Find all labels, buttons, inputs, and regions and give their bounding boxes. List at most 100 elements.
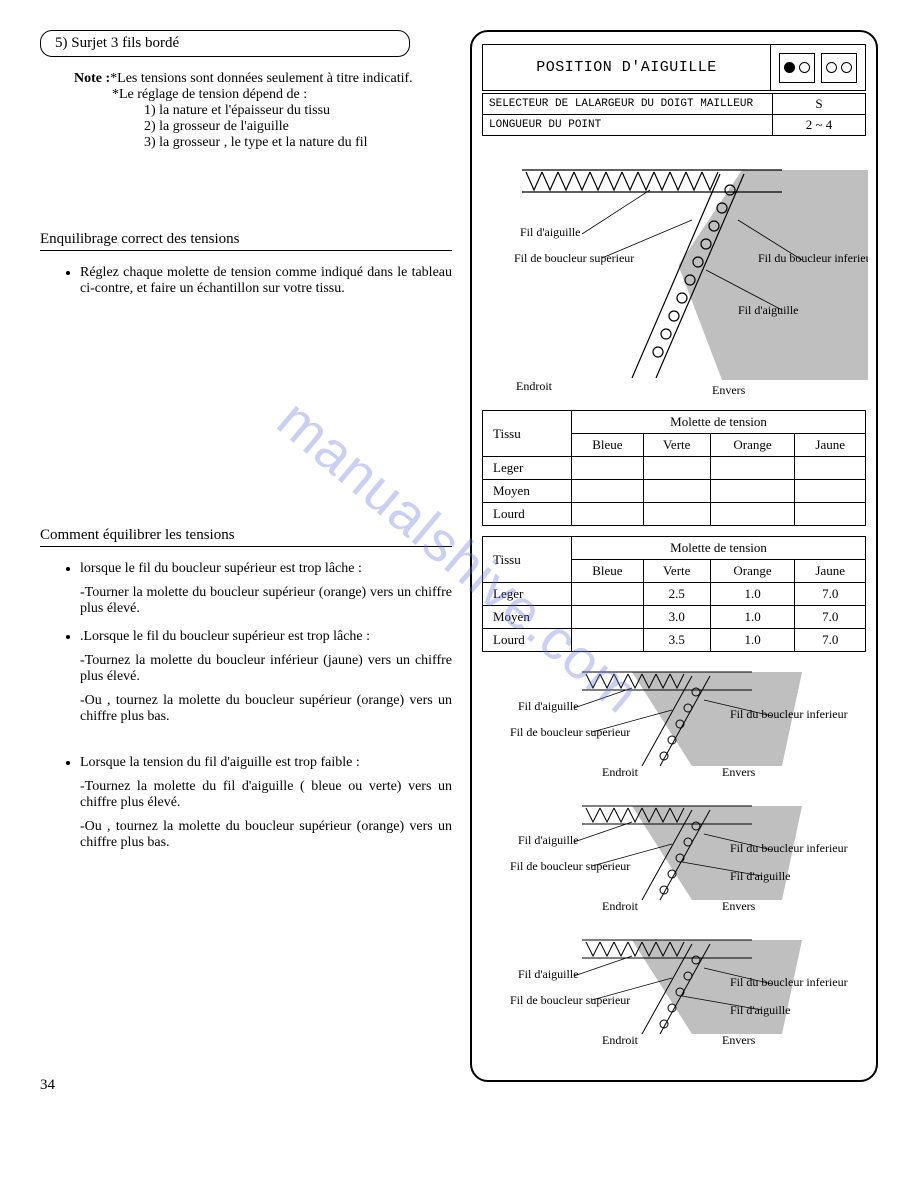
col-group: Molette de tension — [572, 537, 866, 560]
needle-dot-empty-icon — [841, 62, 852, 73]
cell — [643, 503, 710, 526]
position-title: POSITION D'AIGUILLE — [483, 45, 771, 90]
row-label: Leger — [483, 457, 572, 480]
note-item: 1) la nature et l'épaisseur du tissu — [144, 103, 452, 119]
col-tissu: Tissu — [483, 411, 572, 457]
note-line1: *Les tensions sont données seulement à t… — [110, 71, 412, 86]
howto-sub: -Tournez la molette du fil d'aiguille ( … — [80, 779, 452, 811]
cell — [572, 606, 644, 629]
cell — [710, 480, 795, 503]
stitch-diagram-main: Fil d'aiguille Fil de boucleur superieur… — [482, 150, 866, 400]
svg-text:Fil d'aiguille: Fil d'aiguille — [730, 1003, 791, 1017]
spec-value: 2 ~ 4 — [773, 115, 866, 136]
table-row: LONGUEUR DU POINT 2 ~ 4 — [483, 115, 866, 136]
col-header: Verte — [643, 560, 710, 583]
table-row: Lourd — [483, 503, 866, 526]
cell: 3.0 — [643, 606, 710, 629]
note-block: Note :*Les tensions sont données seuleme… — [74, 71, 452, 151]
svg-text:Fil du boucleur inferieur: Fil du boucleur inferieur — [730, 707, 848, 721]
howto-sub: -Tourner la molette du boucleur supérieu… — [80, 585, 452, 617]
stitch-diagram-small-1: Fil d'aiguille Fil de boucleur superieur… — [482, 666, 866, 786]
stitch-diagram-small-3: Fil d'aiguille Fil de boucleur superieur… — [482, 934, 866, 1054]
col-header: Bleue — [572, 434, 644, 457]
cell — [795, 503, 866, 526]
spec-label: SELECTEUR DE LALARGEUR DU DOIGT MAILLEUR — [483, 94, 773, 115]
col-header: Verte — [643, 434, 710, 457]
right-column: POSITION D'AIGUILLE SELECTEUR DE LALARGE… — [470, 30, 878, 1082]
left-column: 5) Surjet 3 fils bordé Note :*Les tensio… — [40, 30, 452, 1082]
svg-text:Envers: Envers — [722, 1033, 756, 1047]
table-row: Tissu Molette de tension — [483, 537, 866, 560]
cell: 1.0 — [710, 583, 795, 606]
svg-text:Endroit: Endroit — [602, 1033, 639, 1047]
cell — [795, 457, 866, 480]
note-label: Note : — [74, 71, 110, 86]
section-title: Surjet 3 fils bordé — [71, 35, 179, 51]
needle-dot-empty-icon — [799, 62, 810, 73]
cell — [572, 503, 644, 526]
section-number: 5) — [55, 35, 68, 51]
svg-text:Envers: Envers — [722, 765, 756, 779]
svg-text:Fil d'aiguille: Fil d'aiguille — [518, 967, 579, 981]
howto-sub: -Ou , tournez la molette du boucleur sup… — [80, 693, 452, 725]
howto-bullet: lorsque le fil du boucleur supérieur est… — [80, 561, 452, 617]
row-label: Moyen — [483, 606, 572, 629]
svg-text:Fil de boucleur superieur: Fil de boucleur superieur — [510, 725, 630, 739]
howto-sub: -Tournez la molette du boucleur inférieu… — [80, 653, 452, 685]
cell — [643, 480, 710, 503]
page-number: 34 — [40, 1077, 55, 1094]
balance-bullet: Réglez chaque molette de tension comme i… — [80, 265, 452, 297]
svg-text:Fil du boucleur inferieur: Fil du boucleur inferieur — [730, 975, 848, 989]
table-row: Leger2.51.07.0 — [483, 583, 866, 606]
row-label: Lourd — [483, 629, 572, 652]
col-header: Jaune — [795, 434, 866, 457]
col-header: Bleue — [572, 560, 644, 583]
table-row: Moyen3.01.07.0 — [483, 606, 866, 629]
col-header: Jaune — [795, 560, 866, 583]
cell — [572, 583, 644, 606]
needle-option-1 — [779, 53, 815, 83]
cell — [710, 503, 795, 526]
spec-value: S — [773, 94, 866, 115]
howto-bullet: .Lorsque le fil du boucleur supérieur es… — [80, 629, 452, 725]
cell — [795, 480, 866, 503]
tension-table-2: Tissu Molette de tension Bleue Verte Ora… — [482, 536, 866, 652]
page: 5) Surjet 3 fils bordé Note :*Les tensio… — [40, 30, 878, 1082]
howto-bullet: Lorsque la tension du fil d'aiguille est… — [80, 755, 452, 851]
svg-text:Envers: Envers — [722, 899, 756, 913]
diagram-label: Fil de boucleur superieur — [514, 251, 634, 265]
table-row: SELECTEUR DE LALARGEUR DU DOIGT MAILLEUR… — [483, 94, 866, 115]
cell — [643, 457, 710, 480]
howto-lead: Lorsque la tension du fil d'aiguille est… — [80, 755, 360, 770]
tension-table-1: Tissu Molette de tension Bleue Verte Ora… — [482, 410, 866, 526]
svg-text:Fil d'aiguille: Fil d'aiguille — [730, 869, 791, 883]
svg-text:Fil de boucleur superieur: Fil de boucleur superieur — [510, 993, 630, 1007]
spec-table: SELECTEUR DE LALARGEUR DU DOIGT MAILLEUR… — [482, 93, 866, 136]
diagram-label: Endroit — [516, 379, 553, 393]
diagram-label: Fil d'aiguille — [520, 225, 581, 239]
note-item: 3) la grosseur , le type et la nature du… — [144, 135, 452, 151]
row-label: Moyen — [483, 480, 572, 503]
subheading-balance: Enquilibrage correct des tensions — [40, 231, 452, 251]
table-row: Lourd3.51.07.0 — [483, 629, 866, 652]
table-row: Moyen — [483, 480, 866, 503]
howto-lead: .Lorsque le fil du boucleur supérieur es… — [80, 629, 370, 644]
svg-text:Fil du boucleur inferieur: Fil du boucleur inferieur — [730, 841, 848, 855]
needle-icons — [771, 45, 865, 90]
cell: 2.5 — [643, 583, 710, 606]
col-tissu: Tissu — [483, 537, 572, 583]
svg-text:Endroit: Endroit — [602, 765, 639, 779]
svg-text:Fil de boucleur superieur: Fil de boucleur superieur — [510, 859, 630, 873]
needle-dot-filled-icon — [784, 62, 795, 73]
note-line2: *Le réglage de tension dépend de : — [112, 87, 452, 103]
spec-label: LONGUEUR DU POINT — [483, 115, 773, 136]
cell: 1.0 — [710, 629, 795, 652]
needle-dot-empty-icon — [826, 62, 837, 73]
svg-text:Fil d'aiguille: Fil d'aiguille — [518, 833, 579, 847]
position-header: POSITION D'AIGUILLE — [482, 44, 866, 91]
col-header: Orange — [710, 434, 795, 457]
subheading-howto: Comment équilibrer les tensions — [40, 527, 452, 547]
cell — [572, 629, 644, 652]
cell: 1.0 — [710, 606, 795, 629]
howto-bullets: lorsque le fil du boucleur supérieur est… — [40, 561, 452, 851]
